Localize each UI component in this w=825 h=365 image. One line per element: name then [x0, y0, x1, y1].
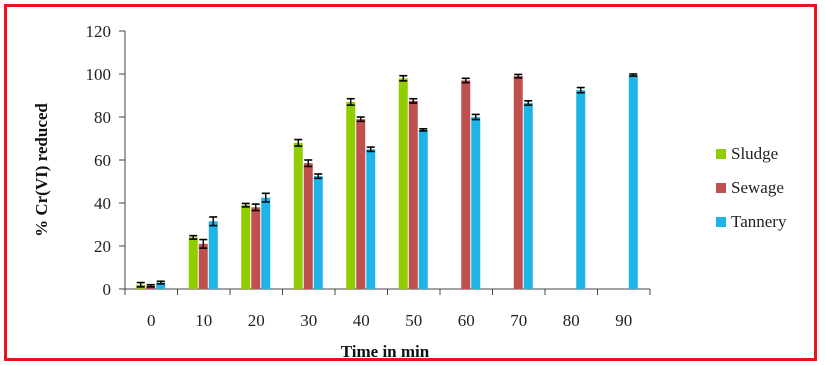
x-tick-label: 70: [510, 311, 527, 330]
legend-swatch-tannery: [716, 217, 726, 227]
bar-sewage: [198, 243, 208, 289]
bar-sludge: [346, 101, 356, 289]
legend-label-sewage: Sewage: [731, 178, 784, 197]
bar-tannery: [366, 149, 376, 289]
axes: [119, 30, 651, 295]
bar-sewage: [251, 207, 261, 289]
x-tick-label: 50: [405, 311, 422, 330]
legend-label-tannery: Tannery: [731, 212, 787, 231]
bar-tannery: [628, 75, 638, 289]
legend-label-sludge: Sludge: [731, 144, 778, 163]
x-tick-label: 0: [147, 311, 156, 330]
bars: [136, 75, 638, 290]
error-bar-sewage: [356, 116, 365, 123]
error-bar-sludge: [241, 202, 250, 208]
error-bar-sludge: [294, 138, 303, 147]
bar-sludge: [241, 205, 251, 289]
error-bar-sewage: [199, 238, 208, 249]
error-bars: [136, 73, 638, 288]
bar-sewage: [303, 163, 313, 289]
error-bar-tannery: [261, 192, 270, 203]
error-bar-tannery: [524, 100, 533, 106]
error-bar-sewage: [514, 73, 523, 79]
bar-tannery: [471, 117, 481, 289]
error-bar-tannery: [471, 113, 480, 121]
bar-sewage: [356, 119, 366, 290]
error-bar-sewage: [146, 283, 155, 288]
y-tick-label: 0: [103, 280, 112, 299]
x-tick-label: 80: [563, 311, 580, 330]
bar-tannery: [418, 129, 428, 289]
x-tick-label: 20: [248, 311, 265, 330]
legend: Sludge Sewage Tannery: [716, 144, 787, 231]
error-bar-sludge: [399, 74, 408, 82]
x-tick-label: 10: [195, 311, 212, 330]
error-bar-sludge: [189, 234, 198, 240]
error-bar-tannery: [314, 173, 323, 180]
bar-sludge: [188, 237, 198, 289]
error-bar-tannery: [156, 280, 165, 285]
x-tick-label: 30: [300, 311, 317, 330]
y-tick-label: 120: [86, 22, 112, 41]
bar-tannery: [156, 282, 166, 289]
bar-tannery: [523, 103, 533, 290]
bar-tannery: [208, 221, 218, 289]
bar-tannery: [261, 197, 271, 289]
x-tick-label: 60: [458, 311, 475, 330]
error-bar-tannery: [629, 73, 638, 77]
error-bar-sewage: [461, 77, 470, 84]
error-bar-sludge: [346, 97, 355, 106]
bar-sewage: [408, 100, 418, 289]
y-axis-title: % Cr(VI) reduced: [32, 103, 51, 237]
bar-sewage: [461, 80, 471, 289]
bar-sewage: [513, 76, 523, 290]
bar-tannery: [313, 176, 323, 289]
error-bar-sludge: [136, 281, 145, 288]
bar-tannery: [576, 90, 586, 289]
y-tick-label: 40: [94, 194, 111, 213]
legend-swatch-sewage: [716, 183, 726, 193]
error-bar-sewage: [304, 159, 313, 168]
bar-sludge: [293, 142, 303, 289]
error-bar-tannery: [576, 86, 585, 94]
error-bar-tannery: [419, 128, 428, 132]
bar-sludge: [398, 78, 408, 289]
x-tick-label: 90: [615, 311, 632, 330]
error-bar-sewage: [409, 97, 418, 104]
x-axis-title: Time in min: [341, 342, 430, 361]
x-tick-label: 40: [353, 311, 370, 330]
y-tick-label: 80: [94, 108, 111, 127]
y-tick-label: 100: [86, 65, 112, 84]
error-bar-tannery: [366, 146, 375, 153]
error-bar-sewage: [251, 203, 260, 212]
tick-labels: 0 20 40 60 80 100 120 0 10 20 30 40 50 60 70 80 90: [86, 22, 633, 330]
error-bar-tannery: [209, 216, 218, 227]
y-tick-label: 60: [94, 151, 111, 170]
chart-frame: [4, 4, 817, 361]
y-tick-label: 20: [94, 237, 111, 256]
legend-swatch-sludge: [716, 149, 726, 159]
